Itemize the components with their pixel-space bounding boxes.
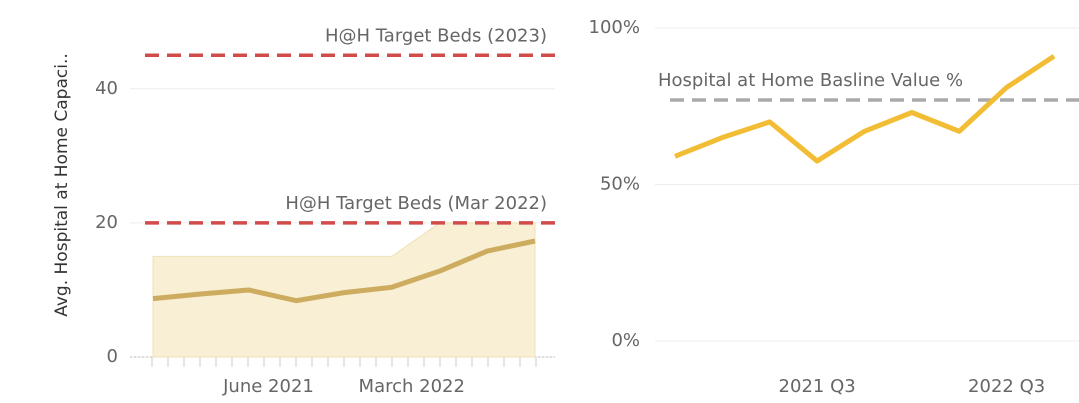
line bbox=[152, 238, 536, 304]
y-tick-label: 0 bbox=[107, 346, 118, 367]
y-tick-label: 0% bbox=[611, 330, 640, 351]
reference-label: H@H Target Beds (Mar 2022) bbox=[285, 193, 547, 214]
band bbox=[152, 222, 536, 358]
x-tick-label: 2021 Q3 bbox=[779, 376, 856, 397]
line bbox=[674, 54, 1056, 164]
x-tick-label: 2022 Q3 bbox=[968, 376, 1045, 397]
y-tick-label: 100% bbox=[589, 17, 640, 38]
y-tick-label: 40 bbox=[95, 78, 118, 99]
reference-label: H@H Target Beds (2023) bbox=[325, 25, 547, 46]
reference-label: Hospital at Home Basline Value % bbox=[658, 70, 963, 91]
y-tick-label: 20 bbox=[95, 212, 118, 233]
x-tick-label: June 2021 bbox=[222, 376, 314, 397]
y-tick-label: 50% bbox=[600, 174, 640, 195]
y-axis-title: Avg. Hospital at Home Capaci.. bbox=[52, 53, 72, 317]
x-tick-label: March 2022 bbox=[359, 376, 465, 397]
